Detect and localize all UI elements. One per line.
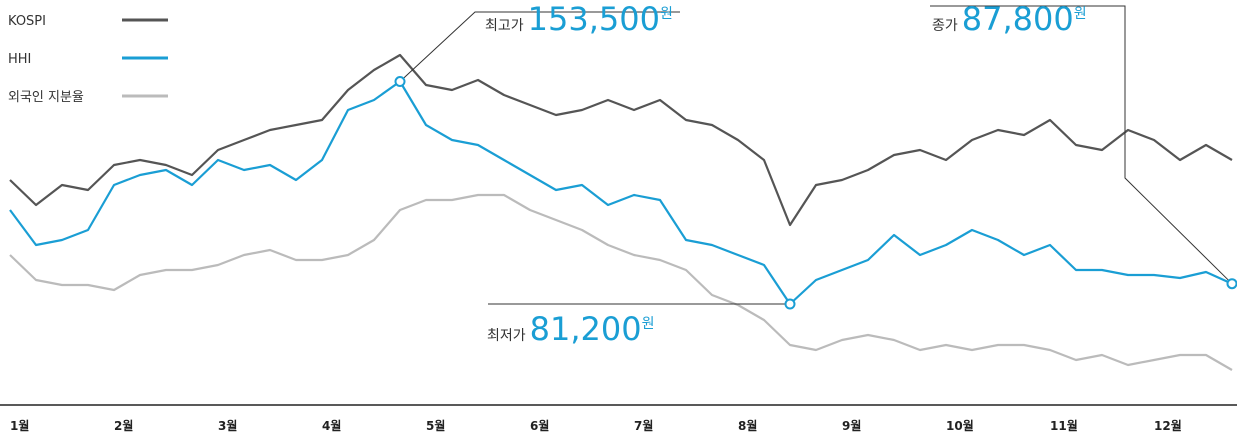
annotation-unit: 원	[660, 6, 673, 22]
x-tick-label: 11월	[1050, 418, 1078, 433]
annotation-label: 최저가	[487, 328, 526, 344]
annotation-unit: 원	[642, 316, 655, 332]
point-marker	[784, 298, 796, 310]
x-tick-label: 12월	[1154, 418, 1182, 433]
annotation-value: 81,200	[530, 310, 642, 348]
x-tick-label: 4월	[322, 418, 341, 433]
leader-line	[930, 5, 1233, 285]
legend-label: 외국인 지분율	[8, 90, 84, 105]
series-line	[9, 80, 1233, 306]
x-tick-label: 6월	[530, 418, 549, 433]
annotation-label: 종가	[932, 18, 958, 34]
annotation-label: 최고가	[485, 18, 524, 34]
annotation-unit: 원	[1074, 6, 1087, 22]
annotation-value: 153,500	[528, 0, 660, 38]
x-tick-label: 10월	[946, 418, 974, 433]
legend-label: HHI	[8, 52, 31, 67]
x-tick-label: 3월	[218, 418, 237, 433]
x-tick-label: 8월	[738, 418, 757, 433]
point-marker	[1226, 278, 1237, 290]
series-line	[9, 193, 1233, 371]
series-line	[9, 53, 1233, 227]
point-marker	[394, 76, 406, 88]
annotation: 최고가 153,500원	[485, 0, 673, 38]
leader-line	[399, 11, 680, 82]
x-tick-label: 9월	[842, 418, 861, 433]
annotation-value: 87,800	[962, 0, 1074, 38]
x-tick-label: 2월	[114, 418, 133, 433]
x-tick-label: 1월	[10, 418, 29, 433]
x-tick-label: 7월	[634, 418, 653, 433]
annotation: 종가 87,800원	[932, 0, 1087, 38]
annotation: 최저가 81,200원	[487, 310, 655, 348]
legend-label: KOSPI	[8, 14, 46, 29]
x-tick-label: 5월	[426, 418, 445, 433]
